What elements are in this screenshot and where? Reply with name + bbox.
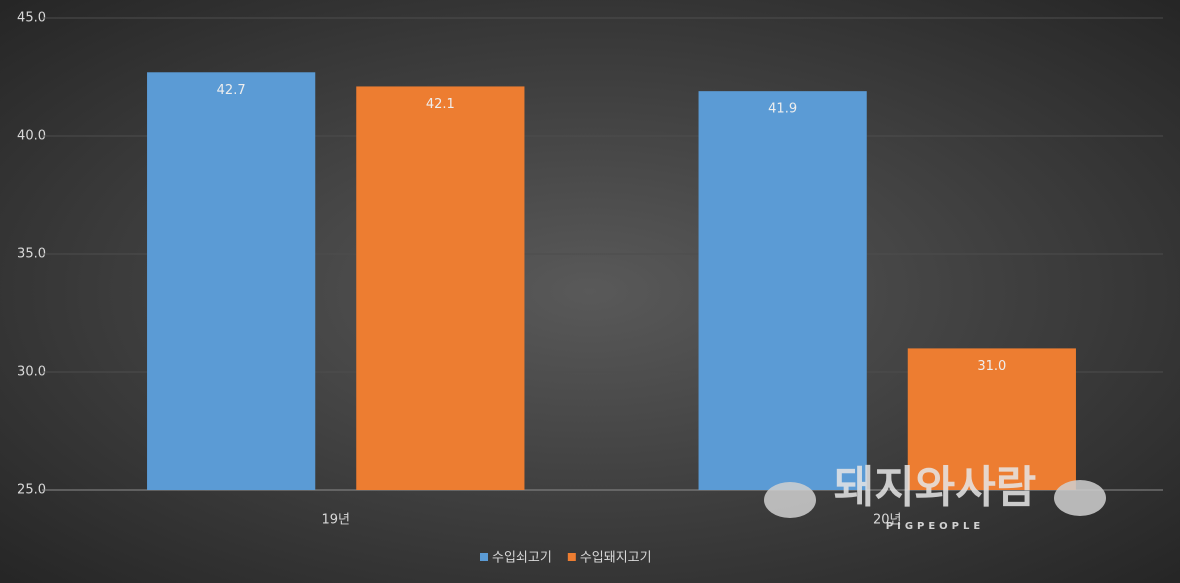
y-tick-label: 40.0 [17,129,46,144]
legend-label: 수입돼지고기 [580,551,652,566]
watermark-icon [764,482,816,518]
bar [356,86,525,490]
bar [698,91,867,490]
value-label: 42.7 [217,83,246,98]
y-tick-label: 25.0 [17,483,46,498]
legend-label: 수입쇠고기 [492,551,552,566]
watermark-icon [1054,480,1106,516]
legend-swatch [567,553,576,561]
bar [907,348,1076,490]
watermark-title: 돼지와사람 [834,462,1036,513]
x-tick-label: 20년 [873,513,902,528]
x-tick-label: 19년 [321,513,350,528]
y-tick-label: 35.0 [17,247,46,262]
value-label: 31.0 [977,359,1006,374]
watermark-subtitle: PIGPEOPLE [886,521,984,532]
y-tick-label: 45.0 [17,11,46,26]
y-tick-label: 30.0 [17,365,46,380]
legend-swatch [480,553,488,561]
bar [147,72,316,490]
value-label: 42.1 [426,97,455,112]
watermark: 돼지와사람 PIGPEOPLE [764,462,1106,532]
value-label: 41.9 [768,102,797,117]
